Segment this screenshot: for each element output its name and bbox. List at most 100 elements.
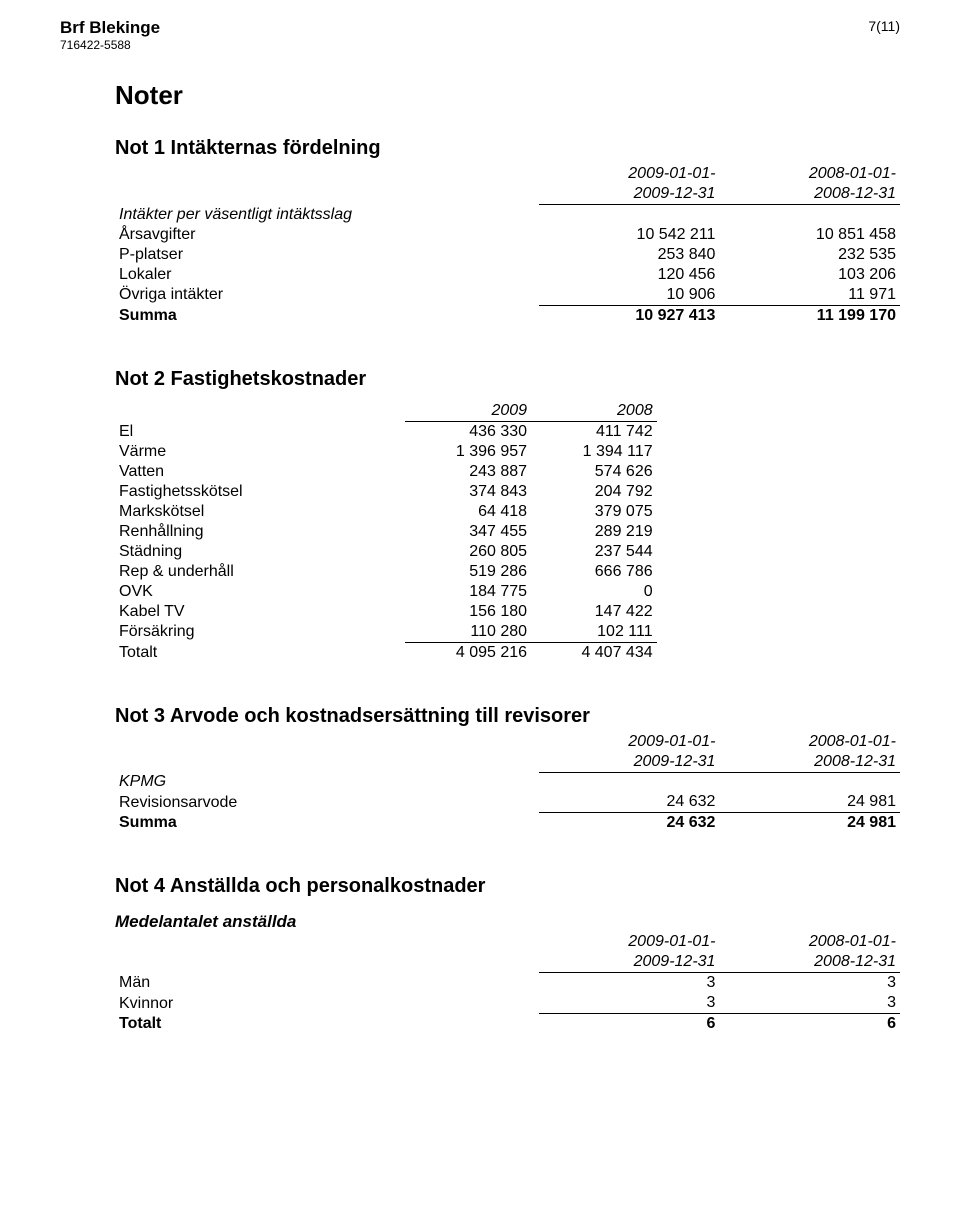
note2-row-c2: 411 742 <box>531 421 657 442</box>
table-row: Försäkring 110 280 102 111 <box>115 622 900 643</box>
note2-row-c1: 519 286 <box>405 562 531 582</box>
note1-section-label: Intäkter per väsentligt intäktsslag <box>115 205 539 225</box>
note3-sum-c2: 24 981 <box>719 813 900 834</box>
table-row: Markskötsel 64 418 379 075 <box>115 502 900 522</box>
note1-colhdr-2a: 2008-01-01- <box>719 164 900 184</box>
note2-table: 2009 2008 El 436 330 411 742 Värme 1 396… <box>115 401 900 663</box>
table-row: El 436 330 411 742 <box>115 421 900 442</box>
note2-row-label: Fastighetsskötsel <box>115 482 405 502</box>
note1-row-c2: 10 851 458 <box>719 225 900 245</box>
note3-sum-label: Summa <box>115 813 539 834</box>
table-row: OVK 184 775 0 <box>115 582 900 602</box>
note1-colhdr-1a: 2009-01-01- <box>539 164 720 184</box>
org-name: Brf Blekinge <box>60 18 160 38</box>
note4-sum-label: Totalt <box>115 1014 539 1035</box>
note2-row-c1: 374 843 <box>405 482 531 502</box>
note2-row-c1: 347 455 <box>405 522 531 542</box>
note4-row-c1: 3 <box>539 973 720 994</box>
note4-row-label: Män <box>115 973 539 994</box>
note4-colhdr-2a: 2008-01-01- <box>719 932 900 952</box>
note1-table: 2009-01-01- 2008-01-01- 2009-12-31 2008-… <box>115 164 900 326</box>
note2-row-c2: 0 <box>531 582 657 602</box>
note1-header-row2: 2009-12-31 2008-12-31 <box>115 184 900 205</box>
note4-colhdr-1a: 2009-01-01- <box>539 932 720 952</box>
note3-row-label: Revisionsarvode <box>115 792 539 813</box>
note3-header-row2: 2009-12-31 2008-12-31 <box>115 752 900 773</box>
note2-row-c2: 666 786 <box>531 562 657 582</box>
note2-title: Not 2 Fastighetskostnader <box>115 368 900 391</box>
note2-row-label: Renhållning <box>115 522 405 542</box>
note3-section-row: KPMG <box>115 772 900 792</box>
note4-sum-row: Totalt 6 6 <box>115 1014 900 1035</box>
note1-colhdr-1b: 2009-12-31 <box>539 184 720 205</box>
note3-colhdr-2a: 2008-01-01- <box>719 732 900 752</box>
content: Noter Not 1 Intäkternas fördelning 2009-… <box>60 80 900 1034</box>
note2-row-label: Försäkring <box>115 622 405 643</box>
page-header: Brf Blekinge 716422-5588 7(11) <box>60 18 900 52</box>
note4-colhdr-2b: 2008-12-31 <box>719 952 900 973</box>
table-row: Vatten 243 887 574 626 <box>115 462 900 482</box>
table-row: Kabel TV 156 180 147 422 <box>115 602 900 622</box>
page-container: Brf Blekinge 716422-5588 7(11) Noter Not… <box>0 0 960 1230</box>
note2-row-label: Rep & underhåll <box>115 562 405 582</box>
note2-row-c1: 1 396 957 <box>405 442 531 462</box>
note2-row-c2: 237 544 <box>531 542 657 562</box>
note1-sum-row: Summa 10 927 413 11 199 170 <box>115 305 900 326</box>
note1-row-label: P-platser <box>115 245 539 265</box>
note2-sum-label: Totalt <box>115 642 405 663</box>
note1-row-c1: 120 456 <box>539 265 720 285</box>
note1-row-c1: 10 542 211 <box>539 225 720 245</box>
note1-header-row1: 2009-01-01- 2008-01-01- <box>115 164 900 184</box>
table-row: Övriga intäkter 10 906 11 971 <box>115 285 900 306</box>
note4-sum-c1: 6 <box>539 1014 720 1035</box>
note1-row-label: Årsavgifter <box>115 225 539 245</box>
table-row: Kvinnor 3 3 <box>115 993 900 1014</box>
note3-section-label: KPMG <box>115 772 539 792</box>
table-row: Städning 260 805 237 544 <box>115 542 900 562</box>
note2-row-label: Kabel TV <box>115 602 405 622</box>
note1-row-c1: 253 840 <box>539 245 720 265</box>
org-id: 716422-5588 <box>60 38 160 52</box>
note1-sum-c1: 10 927 413 <box>539 305 720 326</box>
note2-row-c1: 243 887 <box>405 462 531 482</box>
note2-row-label: El <box>115 421 405 442</box>
note2-row-c2: 147 422 <box>531 602 657 622</box>
note2-row-c1: 184 775 <box>405 582 531 602</box>
org-block: Brf Blekinge 716422-5588 <box>60 18 160 52</box>
note2-row-label: Värme <box>115 442 405 462</box>
table-row: Värme 1 396 957 1 394 117 <box>115 442 900 462</box>
note2-row-c1: 110 280 <box>405 622 531 643</box>
table-row: P-platser 253 840 232 535 <box>115 245 900 265</box>
table-row: Fastighetsskötsel 374 843 204 792 <box>115 482 900 502</box>
note3-colhdr-1b: 2009-12-31 <box>539 752 720 773</box>
note1-row-label: Lokaler <box>115 265 539 285</box>
note1-row-c2: 232 535 <box>719 245 900 265</box>
note4-subheading: Medelantalet anställda <box>115 912 900 932</box>
note2-colhdr-1: 2009 <box>405 401 531 422</box>
note4-sum-c2: 6 <box>719 1014 900 1035</box>
note2-row-c2: 1 394 117 <box>531 442 657 462</box>
note1-row-label: Övriga intäkter <box>115 285 539 306</box>
note2-row-c1: 436 330 <box>405 421 531 442</box>
table-row: Rep & underhåll 519 286 666 786 <box>115 562 900 582</box>
note3-title: Not 3 Arvode och kostnadsersättning till… <box>115 705 900 728</box>
note2-sum-c2: 4 407 434 <box>531 642 657 663</box>
note2-row-c1: 64 418 <box>405 502 531 522</box>
note1-row-c1: 10 906 <box>539 285 720 306</box>
note2-row-label: Städning <box>115 542 405 562</box>
note3-table: 2009-01-01- 2008-01-01- 2009-12-31 2008-… <box>115 732 900 834</box>
note2-colhdr-2: 2008 <box>531 401 657 422</box>
note1-sum-label: Summa <box>115 305 539 326</box>
note2-row-c2: 289 219 <box>531 522 657 542</box>
note4-colhdr-1b: 2009-12-31 <box>539 952 720 973</box>
note1-colhdr-2b: 2008-12-31 <box>719 184 900 205</box>
main-title: Noter <box>115 80 900 111</box>
note3-colhdr-2b: 2008-12-31 <box>719 752 900 773</box>
note1-row-c2: 103 206 <box>719 265 900 285</box>
note1-row-c2: 11 971 <box>719 285 900 306</box>
note4-row-c2: 3 <box>719 993 900 1014</box>
table-row: Revisionsarvode 24 632 24 981 <box>115 792 900 813</box>
page-number: 7(11) <box>868 18 900 34</box>
note4-row-c1: 3 <box>539 993 720 1014</box>
note4-header-row2: 2009-12-31 2008-12-31 <box>115 952 900 973</box>
